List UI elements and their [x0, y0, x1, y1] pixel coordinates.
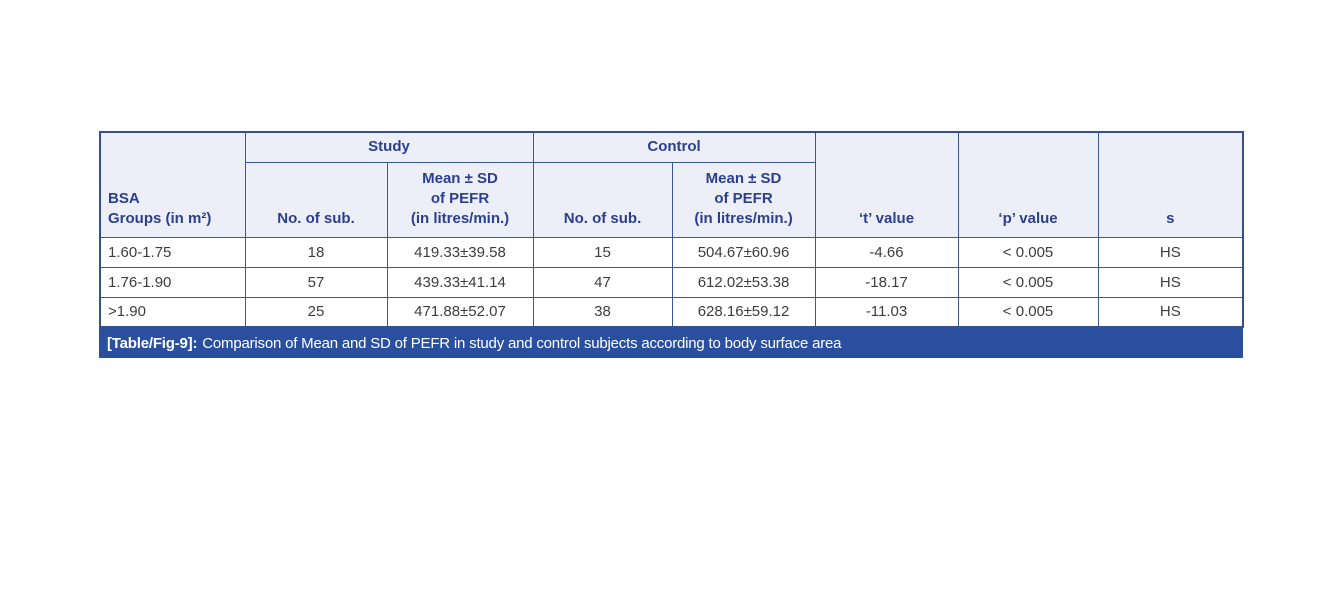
pefr-comparison-table: BSA Groups (in m²) Study Control ‘t’ val…	[99, 131, 1245, 328]
cell-mean-sd-control: 612.02±53.38	[671, 266, 816, 298]
cell-p-value: < 0.005	[957, 266, 1099, 298]
group-header-control: Control	[532, 131, 816, 163]
cell-mean-sd-control: 504.67±60.96	[671, 236, 816, 268]
cell-bsa-group: 1.60-1.75	[99, 236, 246, 268]
cell-bsa-group: >1.90	[99, 296, 246, 328]
column-header-significance: s	[1097, 131, 1244, 238]
table-group-header-row: BSA Groups (in m²) Study Control ‘t’ val…	[99, 131, 1244, 238]
table-caption-text: Comparison of Mean and SD of PEFR in stu…	[202, 334, 842, 352]
column-header-no-sub-control: No. of sub.	[532, 161, 673, 238]
cell-n-study: 18	[244, 236, 388, 268]
column-header-mean-sd-control: Mean ± SD of PEFR (in litres/min.)	[671, 161, 816, 238]
column-header-no-sub-study: No. of sub.	[244, 161, 388, 238]
cell-t-value: -4.66	[814, 236, 959, 268]
column-header-bsa-groups: BSA Groups (in m²)	[99, 131, 246, 238]
table-caption-bar: [Table/Fig-9]: Comparison of Mean and SD…	[99, 328, 1243, 358]
table-subheader-row: No. of sub. Mean ± SD of PEFR (in litres…	[100, 161, 1243, 238]
cell-t-value: -11.03	[814, 296, 959, 328]
group-header-study: Study	[244, 131, 534, 163]
cell-significance: HS	[1097, 266, 1244, 298]
table-row: 1.76-1.90 57 439.33±41.14 47 612.02±53.3…	[99, 266, 1244, 298]
cell-n-study: 57	[244, 266, 388, 298]
cell-p-value: < 0.005	[957, 296, 1099, 328]
table-caption-label: [Table/Fig-9]:	[107, 334, 198, 352]
cell-bsa-group: 1.76-1.90	[99, 266, 246, 298]
cell-n-control: 15	[532, 236, 673, 268]
cell-mean-sd-study: 471.88±52.07	[386, 296, 534, 328]
cell-significance: HS	[1097, 296, 1244, 328]
cell-mean-sd-control: 628.16±59.12	[671, 296, 816, 328]
cell-mean-sd-study: 419.33±39.58	[386, 236, 534, 268]
cell-significance: HS	[1097, 236, 1244, 268]
cell-n-control: 38	[532, 296, 673, 328]
cell-n-control: 47	[532, 266, 673, 298]
cell-t-value: -18.17	[814, 266, 959, 298]
table-row: >1.90 25 471.88±52.07 38 628.16±59.12 -1…	[99, 296, 1244, 328]
cell-n-study: 25	[244, 296, 388, 328]
column-header-mean-sd-study: Mean ± SD of PEFR (in litres/min.)	[386, 161, 534, 238]
column-header-t-value: ‘t’ value	[814, 131, 959, 238]
cell-mean-sd-study: 439.33±41.14	[386, 266, 534, 298]
column-header-p-value: ‘p’ value	[957, 131, 1099, 238]
cell-p-value: < 0.005	[957, 236, 1099, 268]
table-row: 1.60-1.75 18 419.33±39.58 15 504.67±60.9…	[99, 236, 1244, 268]
stats-table-figure: BSA Groups (in m²) Study Control ‘t’ val…	[99, 131, 1245, 358]
